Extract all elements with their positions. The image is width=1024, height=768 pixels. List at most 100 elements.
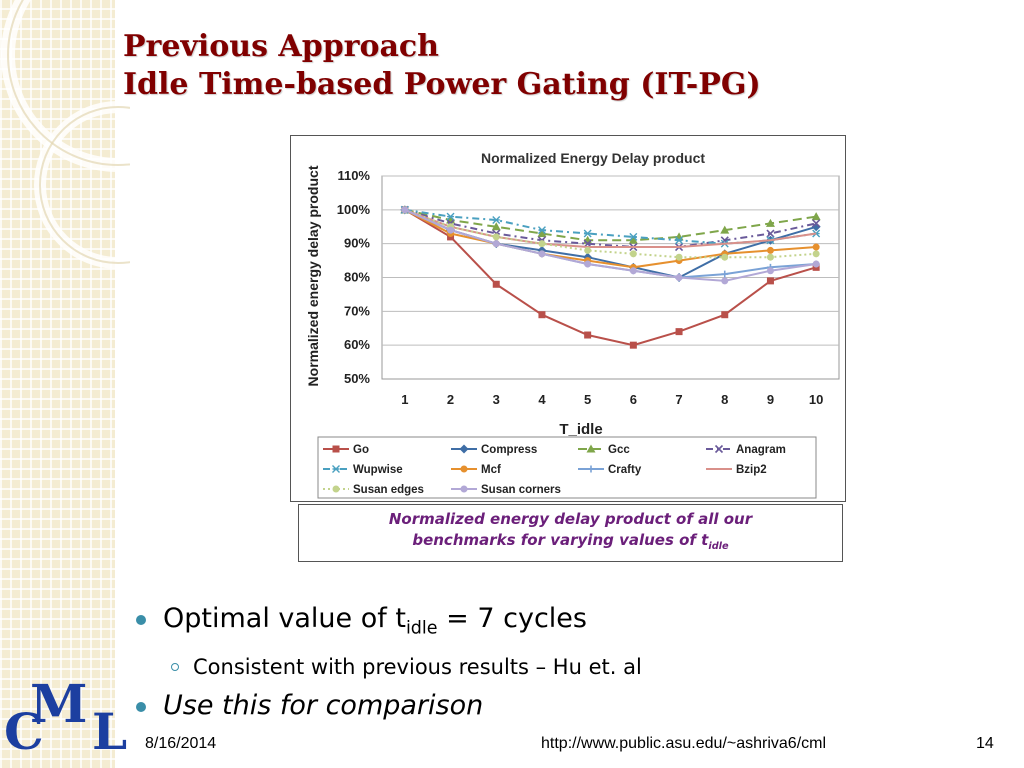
- data-point-susan-corners: [629, 267, 637, 275]
- data-point-crafty: [721, 270, 729, 278]
- data-point-wupwise: [629, 232, 638, 241]
- series-line-mcf: [404, 208, 817, 269]
- series-line-anagram: [404, 208, 817, 248]
- data-point-susan-corners: [538, 250, 546, 258]
- data-point-wupwise: [446, 212, 455, 221]
- caption-subscript: idle: [708, 541, 729, 552]
- data-point-go: [766, 277, 774, 285]
- x-tick-label: 9: [767, 392, 774, 407]
- legend-marker-gcc: [586, 444, 596, 453]
- data-point-mcf: [812, 243, 820, 251]
- series-line-susan-edges: [404, 208, 817, 259]
- legend-label-wupwise: Wupwise: [353, 464, 403, 476]
- legend-marker-susan-corners: [460, 485, 468, 493]
- chart-x-axis-label: T_idle: [559, 421, 602, 438]
- legend-label-susan-edges: Susan edges: [353, 484, 424, 496]
- series-line-gcc: [404, 208, 817, 242]
- bullet-1-subscript: idle: [405, 618, 438, 639]
- chart-y-axis-label: Normalized energy delay product: [305, 165, 321, 386]
- data-point-susan-edges: [584, 246, 592, 254]
- data-point-susan-edges: [538, 240, 546, 248]
- footer-date: 8/16/2014: [145, 735, 217, 752]
- chart-title: Normalized Energy Delay product: [481, 150, 705, 166]
- legend-label-anagram: Anagram: [736, 444, 786, 456]
- y-tick-label: 60%: [344, 337, 370, 352]
- legend-marker-anagram: [714, 444, 724, 454]
- legend-marker-crafty: [587, 465, 595, 473]
- data-point-susan-corners: [401, 206, 409, 214]
- x-tick-label: 6: [630, 392, 637, 407]
- legend-label-bzip2: Bzip2: [736, 464, 767, 476]
- data-point-go: [629, 341, 637, 349]
- data-point-susan-corners: [766, 267, 774, 275]
- data-point-susan-corners: [584, 260, 592, 268]
- caption-line-2: benchmarks for varying values of tidle: [299, 530, 842, 557]
- data-point-wupwise: [675, 236, 684, 245]
- x-tick-label: 5: [584, 392, 591, 407]
- data-point-wupwise: [492, 215, 501, 224]
- data-point-gcc: [491, 222, 501, 231]
- y-tick-label: 90%: [344, 236, 370, 251]
- data-point-gcc: [765, 218, 775, 227]
- y-tick-label: 100%: [337, 202, 371, 217]
- x-tick-label: 3: [493, 392, 500, 407]
- data-point-gcc: [720, 225, 730, 234]
- x-tick-label: 1: [401, 392, 408, 407]
- bullet-1-text: Optimal value of t: [163, 603, 406, 634]
- bullet-optimal-value: Optimal value of tidle = 7 cycles: [133, 600, 642, 647]
- series-line-go: [404, 208, 817, 347]
- data-point-susan-corners: [492, 240, 500, 248]
- data-point-anagram: [766, 229, 775, 238]
- edp-line-chart: Normalized Energy Delay product Normaliz…: [305, 150, 840, 499]
- logo-letter-c: C: [4, 702, 44, 761]
- data-point-gcc: [537, 229, 547, 238]
- x-tick-label: 10: [809, 392, 823, 407]
- y-tick-label: 80%: [344, 270, 370, 285]
- caption-line-2-text: benchmarks for varying values of t: [412, 531, 709, 549]
- data-point-mcf: [766, 246, 774, 254]
- series-line-bzip2: [404, 208, 817, 248]
- x-tick-label: 8: [721, 392, 728, 407]
- legend-label-mcf: Mcf: [481, 464, 501, 476]
- y-tick-label: 110%: [337, 168, 370, 183]
- x-tick-label: 2: [447, 392, 454, 407]
- caption-line-1: Normalized energy delay product of all o…: [388, 510, 753, 528]
- sub-bullet-consistent: Consistent with previous results – Hu et…: [133, 647, 642, 687]
- legend-label-go: Go: [353, 444, 369, 456]
- data-point-go: [492, 280, 500, 288]
- logo-letter-l: L: [92, 702, 128, 761]
- legend-label-susan-corners: Susan corners: [481, 484, 561, 496]
- legend-marker-mcf: [460, 465, 468, 473]
- data-point-susan-corners: [721, 277, 729, 285]
- y-tick-label: 50%: [344, 371, 370, 386]
- decorative-arcs: [1, 0, 130, 269]
- x-tick-label: 4: [538, 392, 546, 407]
- footer-url: http://www.public.asu.edu/~ashriva6/cml: [541, 735, 827, 752]
- legend-label-gcc: Gcc: [608, 444, 630, 456]
- data-point-susan-edges: [766, 253, 774, 261]
- chart-legend: [317, 436, 817, 499]
- bullet-list: Optimal value of tidle = 7 cycles Consis…: [133, 600, 642, 725]
- bullet-3-text: Use this for comparison: [163, 690, 484, 722]
- data-point-anagram: [812, 219, 821, 228]
- legend-marker-go: [332, 445, 340, 453]
- legend-marker-wupwise: [332, 465, 340, 473]
- data-point-wupwise: [537, 226, 546, 235]
- chart-container: Normalized Energy Delay product Normaliz…: [290, 135, 846, 502]
- data-point-susan-corners: [447, 226, 455, 234]
- data-point-gcc: [811, 212, 821, 221]
- data-point-gcc: [628, 235, 638, 244]
- data-point-susan-edges: [812, 250, 820, 258]
- data-point-susan-corners: [812, 260, 820, 268]
- legend-marker-compress: [459, 444, 469, 454]
- x-tick-label: 7: [675, 392, 682, 407]
- legend-marker-susan-edges: [332, 485, 340, 493]
- ring-bullet-icon: [171, 663, 179, 672]
- data-point-susan-corners: [675, 274, 683, 281]
- y-tick-label: 70%: [344, 303, 370, 318]
- data-point-susan-edges: [492, 233, 500, 241]
- data-point-susan-edges: [721, 253, 729, 261]
- data-point-go: [538, 311, 546, 319]
- data-point-susan-edges: [675, 253, 683, 261]
- bullet-comparison: Use this for comparison: [133, 687, 642, 725]
